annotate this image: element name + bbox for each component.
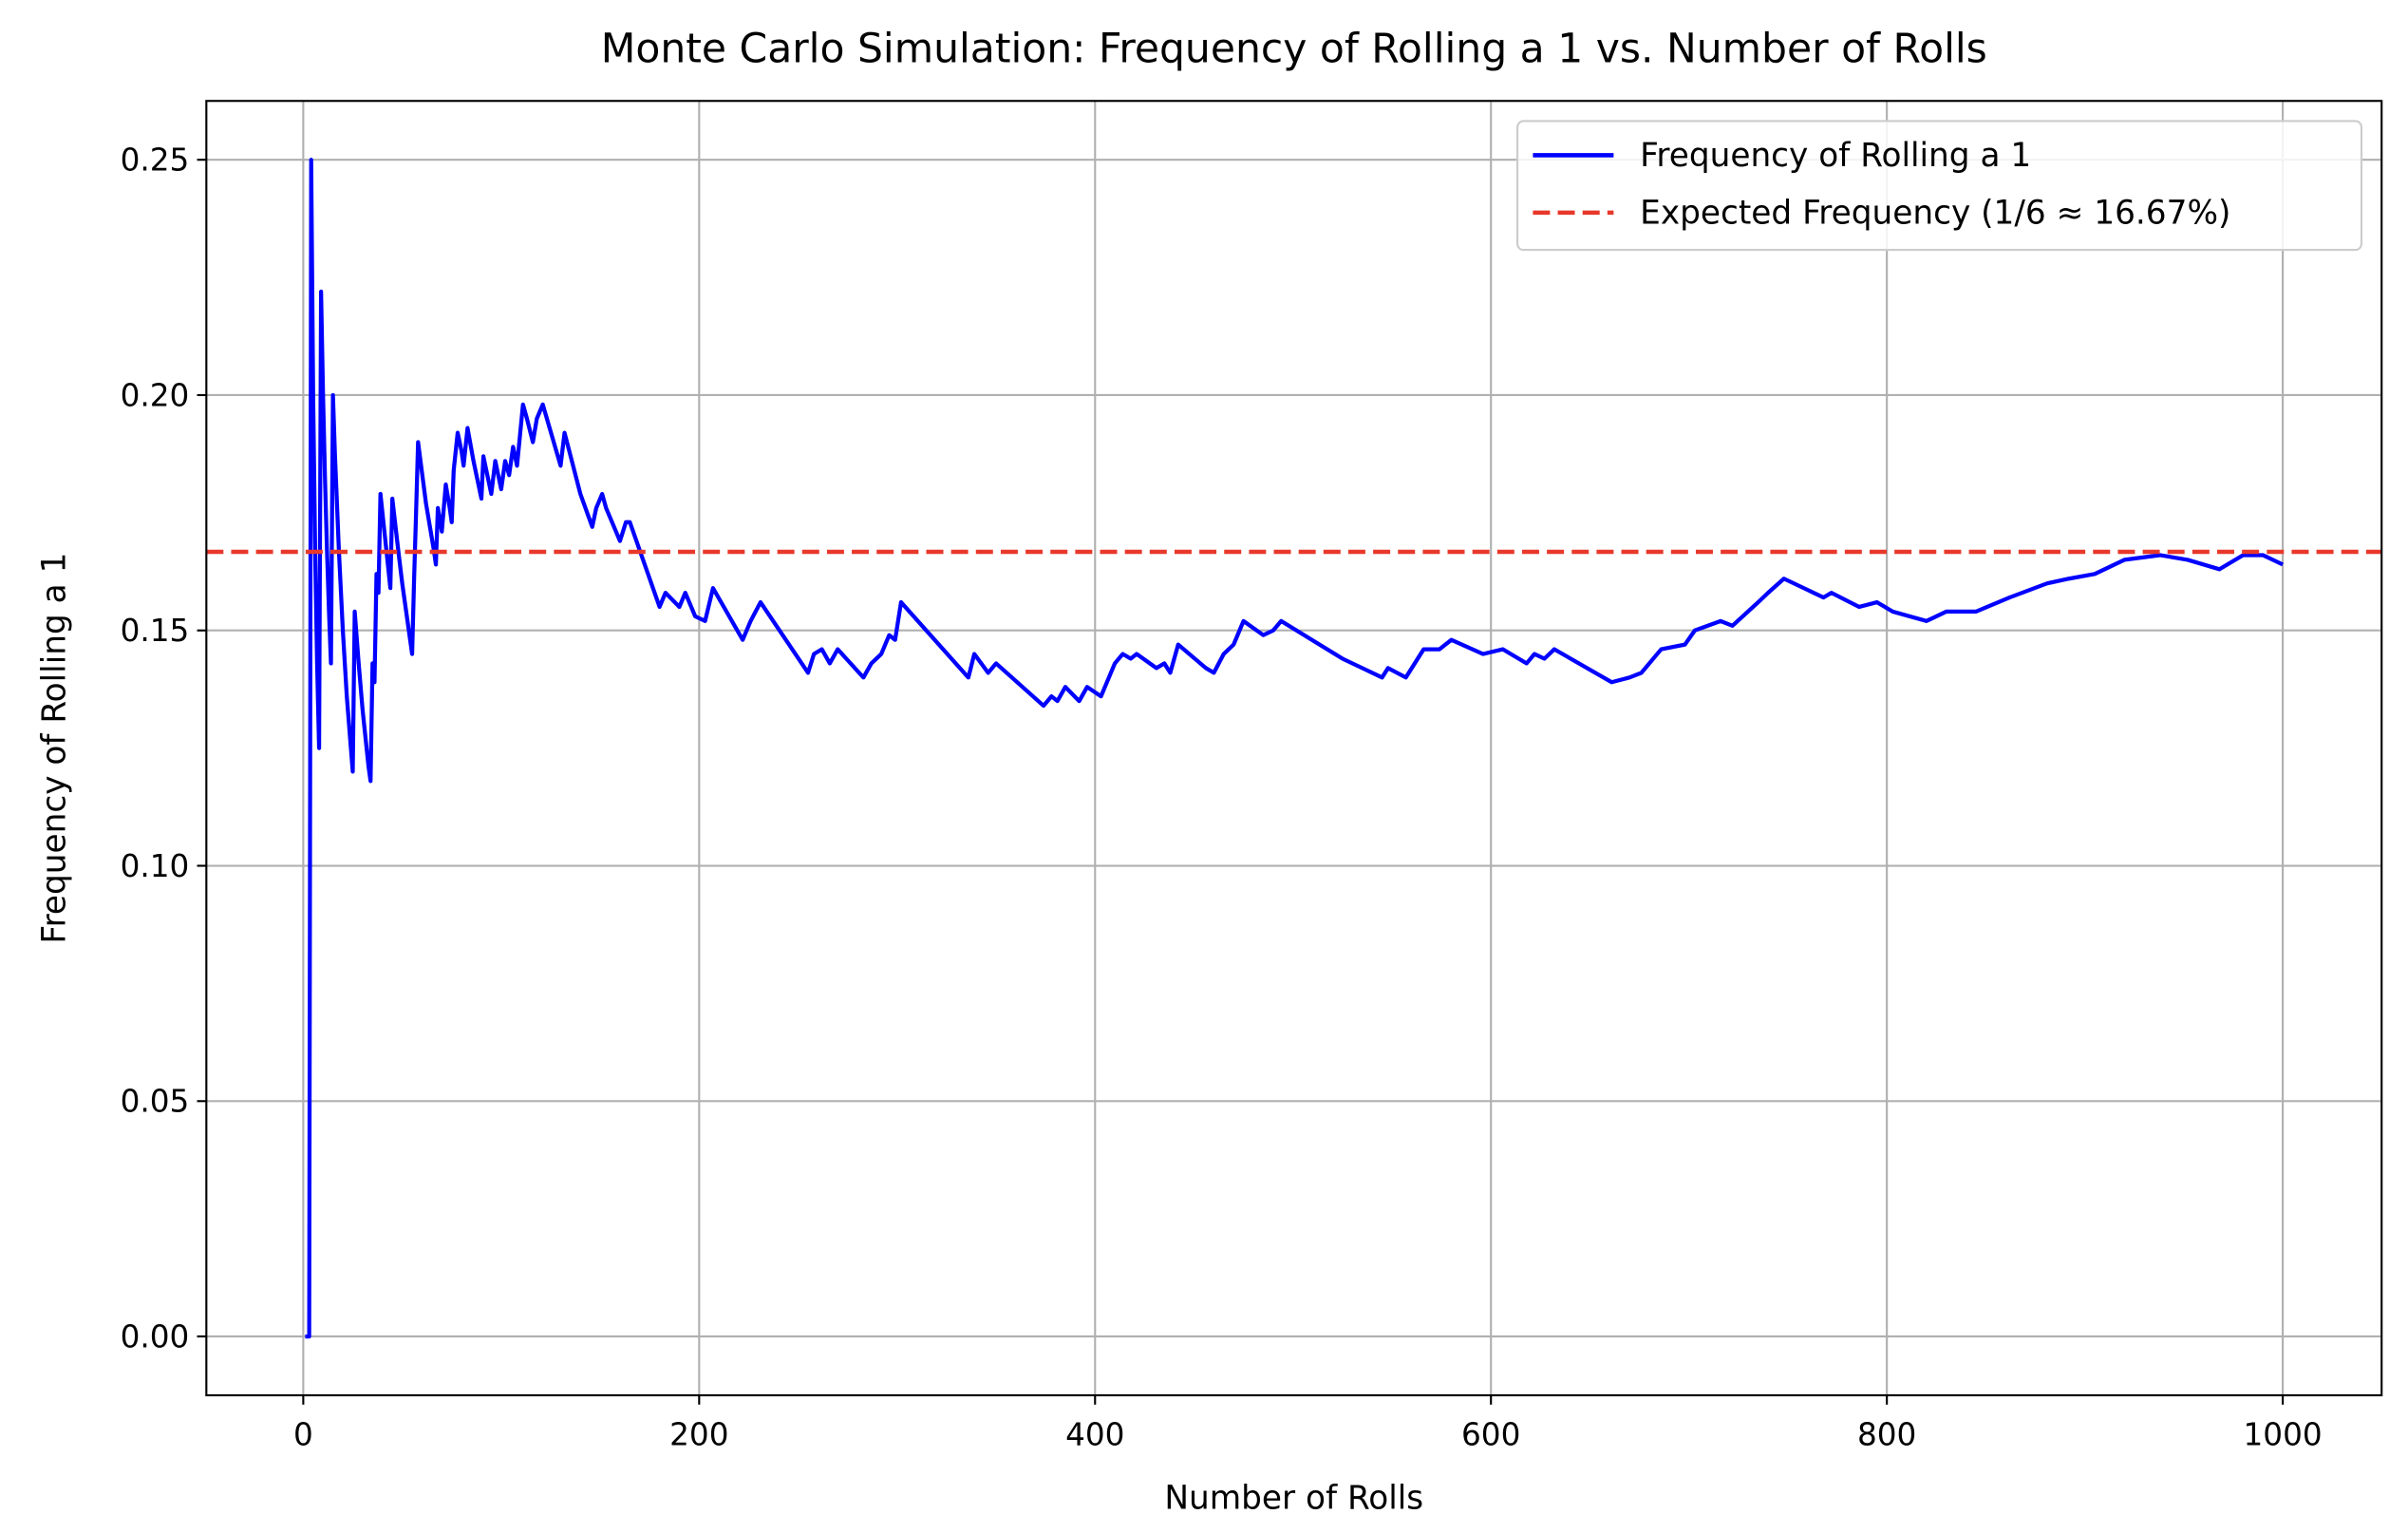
y-tick-label: 0.10	[121, 848, 190, 884]
x-tick-label: 1000	[2244, 1416, 2323, 1452]
x-axis-label: Number of Rolls	[1164, 1479, 1423, 1517]
y-axis-label: Frequency of Rolling a 1	[36, 553, 74, 944]
chart-title: Monte Carlo Simulation: Frequency of Rol…	[601, 26, 1987, 72]
x-tick-label: 400	[1065, 1416, 1124, 1452]
x-tick-label: 0	[293, 1416, 313, 1452]
legend-label: Frequency of Rolling a 1	[1640, 137, 2031, 175]
grid: 0 200 400 600 800 1000 0.00 0.05 0.10 0.15 0.20 0.2…	[121, 101, 2382, 1452]
data-line	[305, 158, 2284, 1339]
y-tick-label: 0.05	[121, 1084, 190, 1120]
y-tick-label: 0.20	[121, 377, 190, 413]
y-tick-label: 0.15	[121, 613, 190, 649]
legend-box	[1516, 120, 2363, 252]
plot-area	[206, 158, 2382, 1339]
legend-label: Expected Frequency (1/6 ≈ 16.67%)	[1640, 194, 2230, 232]
x-tick-label: 800	[1857, 1416, 1916, 1452]
legend: Frequency of Rolling a 1 Expected Frequen…	[1516, 120, 2363, 252]
x-tick-label: 600	[1461, 1416, 1520, 1452]
x-tick-label: 200	[669, 1416, 728, 1452]
axes-frame	[205, 100, 2383, 1397]
y-tick-label: 0.25	[121, 142, 190, 179]
y-tick-label: 0.00	[121, 1319, 190, 1355]
